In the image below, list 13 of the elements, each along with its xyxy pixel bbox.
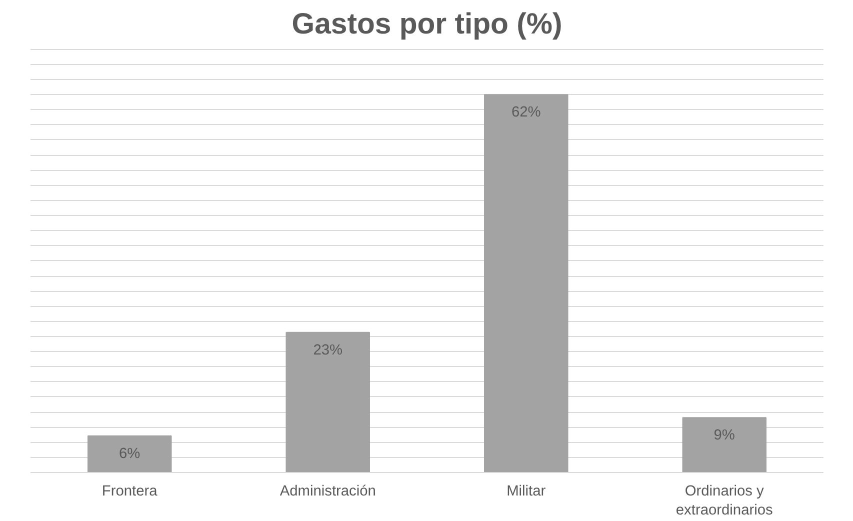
data-label: 62% xyxy=(511,104,541,121)
x-tick-label: Ordinarios y extraordinarios xyxy=(676,484,773,519)
x-tick-label: Frontera xyxy=(102,484,158,500)
data-label: 23% xyxy=(313,342,343,358)
x-tick-label: Administración xyxy=(280,484,376,500)
bar xyxy=(682,417,767,472)
data-label: 6% xyxy=(119,446,140,462)
bar xyxy=(286,332,370,472)
chart-title: Gastos por tipo (%) xyxy=(292,8,562,40)
bar xyxy=(87,435,172,472)
x-tick-label: Militar xyxy=(506,484,546,500)
data-label: 9% xyxy=(714,428,735,444)
bar xyxy=(484,94,568,472)
